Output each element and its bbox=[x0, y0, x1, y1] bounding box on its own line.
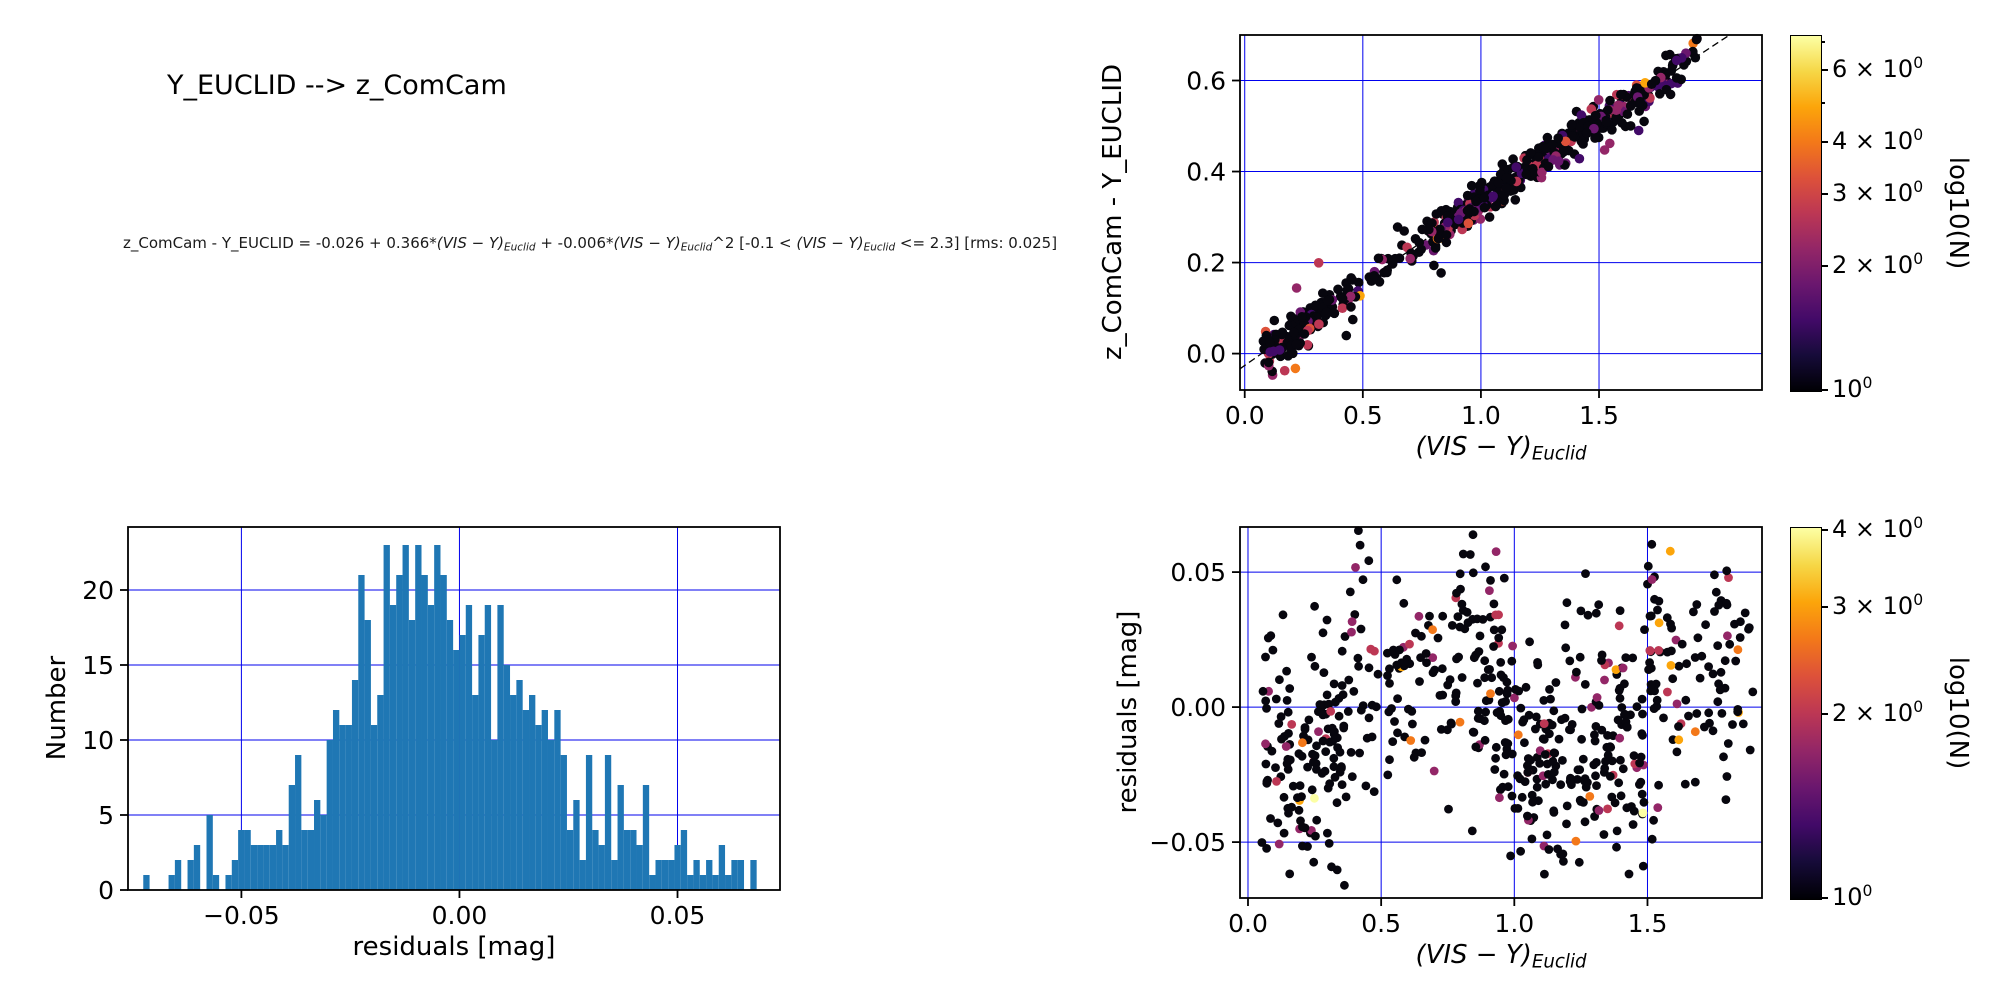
fit-scatter-colorbar-tick bbox=[1821, 389, 1828, 391]
svg-text:0.0: 0.0 bbox=[1186, 340, 1226, 369]
svg-text:0.0: 0.0 bbox=[1228, 909, 1268, 938]
svg-text:0.0: 0.0 bbox=[1225, 401, 1265, 430]
fit-scatter-plot-area: 0.0 0.5 1.0 1.5 0.0 0.2 0.4 0.6 bbox=[1186, 33, 1763, 430]
svg-text:1.0: 1.0 bbox=[1494, 909, 1534, 938]
svg-text:15: 15 bbox=[82, 651, 114, 680]
fit-equation-text: z_ComCam - Y_EUCLID = -0.026 + 0.366*(VI… bbox=[123, 234, 1058, 254]
svg-text:0.6: 0.6 bbox=[1186, 67, 1226, 96]
residual-histogram-xlabel: residuals [mag] bbox=[352, 932, 556, 962]
fit-scatter-ticks: 0.0 0.5 1.0 1.5 0.0 0.2 0.4 0.6 bbox=[1186, 67, 1619, 430]
residual-scatter-colorbar-label: log10(N) bbox=[1943, 656, 1973, 769]
fit-scatter-colorbar-ticklabel: 3 × 100 bbox=[1832, 177, 1924, 207]
residual-scatter-colorbar-ticklabel: 3 × 100 bbox=[1832, 590, 1924, 620]
svg-text:20: 20 bbox=[82, 576, 114, 605]
residual-histogram-ylabel: Number bbox=[42, 655, 72, 761]
fit-scatter-colorbar-ticklabel: 4 × 100 bbox=[1832, 126, 1924, 156]
svg-text:1.5: 1.5 bbox=[1628, 909, 1668, 938]
histogram-bars bbox=[143, 545, 757, 890]
svg-text:−0.05: −0.05 bbox=[1149, 828, 1226, 857]
fit-scatter-colorbar-tick bbox=[1821, 265, 1828, 268]
residual-scatter-points bbox=[1257, 526, 1758, 890]
residual-scatter-colorbar-tick bbox=[1821, 713, 1828, 716]
fit-scatter-xlabel: (VIS − Y)Euclid bbox=[1415, 432, 1587, 465]
residual-scatter-ticks: 0.0 0.5 1.0 1.5 0.05 0.00 −0.05 bbox=[1149, 558, 1667, 938]
fit-scatter-gridlines bbox=[1240, 35, 1762, 390]
residual-scatter-colorbar-ticklabel: 2 × 100 bbox=[1832, 698, 1924, 728]
svg-text:0.2: 0.2 bbox=[1186, 249, 1226, 278]
svg-text:1.0: 1.0 bbox=[1461, 401, 1501, 430]
svg-text:0.05: 0.05 bbox=[650, 901, 706, 930]
residual-histogram-spines bbox=[127, 526, 781, 891]
residual-scatter-colorbar-tick bbox=[1821, 605, 1828, 608]
svg-text:0.00: 0.00 bbox=[1170, 693, 1226, 722]
svg-text:−0.05: −0.05 bbox=[203, 901, 280, 930]
fit-scatter-colorbar-label: log10(N) bbox=[1943, 156, 1973, 269]
fit-scatter-colorbar-ticklabel: 100 bbox=[1832, 374, 1873, 403]
fit-scatter-colorbar-minortick bbox=[1821, 41, 1825, 44]
svg-text:0.5: 0.5 bbox=[1343, 401, 1383, 430]
residual-scatter-ylabel: residuals [mag] bbox=[1113, 610, 1143, 814]
fit-scatter-points bbox=[1258, 33, 1702, 380]
svg-text:5: 5 bbox=[98, 801, 114, 830]
fit-scatter-colorbar-tick bbox=[1821, 141, 1828, 144]
fit-scatter-spines bbox=[1239, 34, 1763, 391]
svg-text:0.4: 0.4 bbox=[1186, 158, 1226, 187]
fit-scatter-colorbar-tick bbox=[1821, 192, 1828, 195]
svg-text:0.00: 0.00 bbox=[432, 901, 488, 930]
fit-scatter-colorbar-ticklabel: 2 × 100 bbox=[1832, 250, 1924, 280]
residual-scatter-colorbar bbox=[1790, 527, 1822, 900]
svg-text:0.5: 0.5 bbox=[1361, 909, 1401, 938]
fit-scatter-colorbar-tick bbox=[1821, 69, 1828, 72]
fit-scatter-ylabel: z_ComCam - Y_EUCLID bbox=[1098, 63, 1128, 361]
residual-scatter-colorbar-tick bbox=[1821, 897, 1828, 899]
residual-scatter-colorbar-tick bbox=[1821, 529, 1828, 532]
svg-text:0.05: 0.05 bbox=[1170, 558, 1226, 587]
svg-text:0: 0 bbox=[98, 876, 114, 905]
residual-scatter-colorbar-ticklabel: 4 × 100 bbox=[1832, 514, 1924, 544]
fit-scatter-colorbar-minortick bbox=[1821, 101, 1825, 104]
svg-text:1.5: 1.5 bbox=[1579, 401, 1619, 430]
residual-histogram-plot-area: −0.05 0.00 0.05 0 5 10 15 20 bbox=[82, 526, 781, 930]
residual-histogram-ticks: −0.05 0.00 0.05 0 5 10 15 20 bbox=[82, 576, 705, 930]
residual-scatter-spines bbox=[1239, 526, 1763, 899]
svg-text:10: 10 bbox=[82, 726, 114, 755]
fit-scatter-colorbar-ticklabel: 6 × 100 bbox=[1832, 54, 1924, 84]
residual-scatter-plot-area: 0.0 0.5 1.0 1.5 0.05 0.00 −0.05 bbox=[1149, 526, 1763, 938]
residual-scatter-xlabel: (VIS − Y)Euclid bbox=[1415, 940, 1587, 973]
fit-scatter-colorbar bbox=[1790, 35, 1822, 392]
figure-title: Y_EUCLID --> z_ComCam bbox=[167, 70, 507, 101]
residual-scatter-colorbar-ticklabel: 100 bbox=[1832, 882, 1873, 911]
